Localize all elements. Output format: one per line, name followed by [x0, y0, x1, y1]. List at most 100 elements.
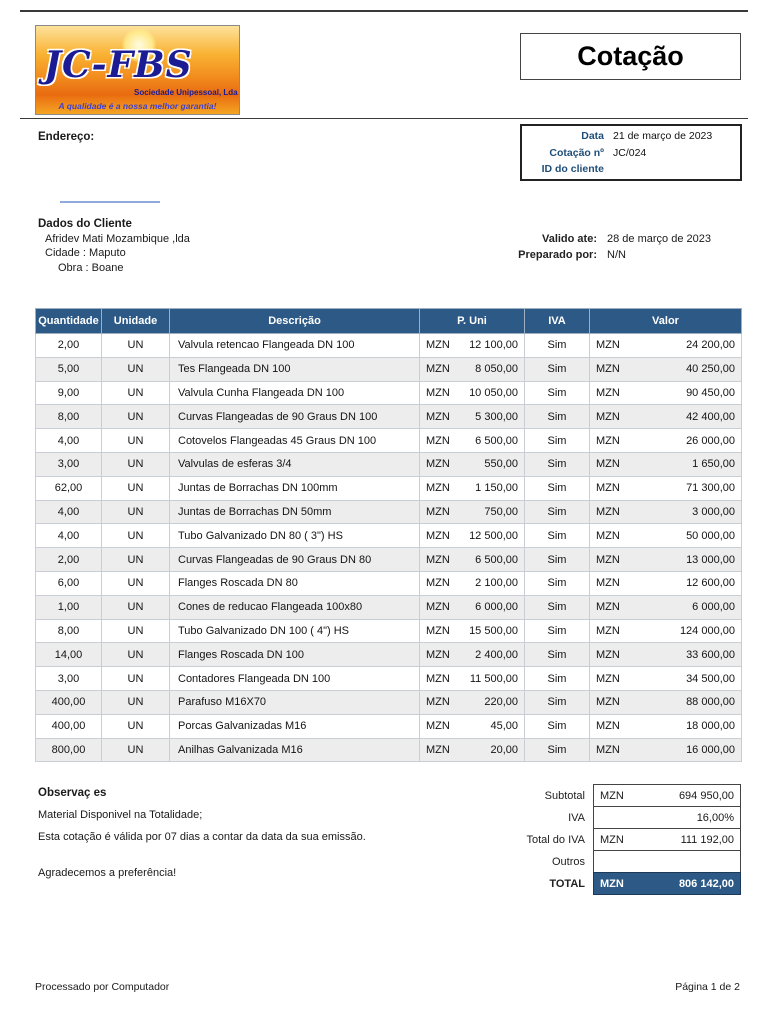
table-row: 5,00 UN Tes Flangeada DN 100 MZN 8 050,0… — [35, 356, 742, 382]
currency-code: MZN — [596, 553, 620, 566]
cell-iva: Sim — [524, 475, 590, 501]
cell-quantity: 3,00 — [35, 666, 102, 691]
cell-unit: UN — [101, 666, 170, 691]
cell-description: Flanges Roscada DN 80 — [169, 570, 420, 596]
address-underline — [60, 201, 160, 203]
table-row: 400,00 UN Parafuso M16X70 MZN 220,00 Sim… — [35, 689, 742, 715]
cell-description: Tubo Galvanizado DN 80 ( 3") HS — [169, 523, 420, 549]
currency-code: MZN — [426, 672, 450, 685]
total-value-amount: 1 650,00 — [692, 458, 735, 471]
cell-total-value: MZN 33 600,00 — [589, 642, 742, 668]
cell-iva: Sim — [524, 380, 590, 406]
cell-unit: UN — [101, 380, 170, 406]
currency-code: MZN — [596, 696, 620, 709]
observation-line-thanks: Agradecemos a preferência! — [38, 867, 177, 879]
cell-description: Contadores Flangeada DN 100 — [169, 666, 420, 691]
cell-quantity: 2,00 — [35, 333, 102, 358]
cell-quantity: 4,00 — [35, 499, 102, 525]
client-id-label: ID do cliente — [541, 163, 604, 175]
cell-iva: Sim — [524, 333, 590, 358]
client-section-title: Dados do Cliente — [38, 218, 132, 230]
cell-quantity: 4,00 — [35, 523, 102, 549]
total-value-amount: 50 000,00 — [686, 529, 735, 542]
cell-quantity: 5,00 — [35, 356, 102, 382]
table-row: 2,00 UN Curvas Flangeadas de 90 Graus DN… — [35, 547, 742, 572]
cell-description: Tubo Galvanizado DN 100 ( 4") HS — [169, 618, 420, 644]
unit-price-amount: 45,00 — [490, 720, 518, 733]
currency-code: MZN — [426, 720, 450, 733]
currency-code: MZN — [596, 482, 620, 495]
total-row-value-cell: MZN 111 192,00 — [593, 828, 741, 851]
currency-code: MZN — [596, 458, 620, 471]
currency-code: MZN — [426, 458, 450, 471]
cell-description: Valvulas de esferas 3/4 — [169, 451, 420, 477]
currency-code: MZN — [596, 624, 620, 637]
logo-brand-text: JC-FBS — [44, 44, 193, 86]
cell-unit: UN — [101, 523, 170, 549]
currency-code: MZN — [426, 339, 450, 352]
total-value-amount: 34 500,00 — [686, 672, 735, 685]
currency-code: MZN — [596, 720, 620, 733]
cell-total-value: MZN 18 000,00 — [589, 713, 742, 739]
cell-description: Juntas de Borrachas DN 50mm — [169, 499, 420, 525]
cell-total-value: MZN 88 000,00 — [589, 689, 742, 715]
unit-price-amount: 2 100,00 — [475, 577, 518, 590]
currency-code: MZN — [426, 743, 450, 756]
currency-code: MZN — [596, 529, 620, 542]
total-row-amount: 111 192,00 — [680, 833, 734, 846]
total-row-label: TOTAL — [549, 877, 585, 890]
cell-description: Juntas de Borrachas DN 100mm — [169, 475, 420, 501]
table-row: 62,00 UN Juntas de Borrachas DN 100mm MZ… — [35, 475, 742, 501]
unit-price-amount: 220,00 — [484, 696, 518, 709]
cell-iva: Sim — [524, 713, 590, 739]
cell-total-value: MZN 24 200,00 — [589, 333, 742, 358]
currency-code: MZN — [596, 505, 620, 518]
client-work: Obra : Boane — [58, 261, 124, 274]
total-value-amount: 40 250,00 — [686, 363, 735, 376]
unit-price-amount: 12 500,00 — [469, 529, 518, 542]
table-row: 9,00 UN Valvula Cunha Flangeada DN 100 M… — [35, 380, 742, 406]
cell-description: Parafuso M16X70 — [169, 689, 420, 715]
currency-code: MZN — [596, 648, 620, 661]
top-divider — [20, 10, 748, 12]
unit-price-amount: 15 500,00 — [469, 624, 518, 637]
cell-unit-price: MZN 2 400,00 — [419, 642, 525, 668]
cell-unit-price: MZN 1 150,00 — [419, 475, 525, 501]
total-value-amount: 24 200,00 — [686, 339, 735, 352]
unit-price-amount: 2 400,00 — [475, 648, 518, 661]
info-row-client-id: ID do cliente — [526, 162, 736, 176]
table-row: 2,00 UN Valvula retencao Flangeada DN 10… — [35, 333, 742, 358]
table-row: 3,00 UN Contadores Flangeada DN 100 MZN … — [35, 666, 742, 691]
table-row: 4,00 UN Tubo Galvanizado DN 80 ( 3") HS … — [35, 523, 742, 549]
cell-unit: UN — [101, 356, 170, 382]
cell-total-value: MZN 1 650,00 — [589, 451, 742, 477]
cell-unit: UN — [101, 618, 170, 644]
cell-unit: UN — [101, 475, 170, 501]
cell-unit-price: MZN 6 500,00 — [419, 547, 525, 572]
cell-unit-price: MZN 45,00 — [419, 713, 525, 739]
cell-unit-price: MZN 2 100,00 — [419, 570, 525, 596]
currency-code: MZN — [596, 434, 620, 447]
cell-total-value: MZN 12 600,00 — [589, 570, 742, 596]
currency-code: MZN — [596, 743, 620, 756]
cell-unit: UN — [101, 333, 170, 358]
company-logo: JC-FBS Sociedade Unipessoal, Lda A quali… — [35, 25, 240, 115]
cell-iva: Sim — [524, 547, 590, 572]
cell-total-value: MZN 124 000,00 — [589, 618, 742, 644]
header-divider — [20, 118, 748, 119]
currency-code: MZN — [426, 410, 450, 423]
cell-description: Valvula Cunha Flangeada DN 100 — [169, 380, 420, 406]
total-value-amount: 90 450,00 — [686, 386, 735, 399]
total-row-amount: 806 142,00 — [678, 877, 734, 890]
column-header-iva: IVA — [524, 308, 590, 334]
cell-total-value: MZN 90 450,00 — [589, 380, 742, 406]
cell-description: Cones de reducao Flangeada 100x80 — [169, 594, 420, 620]
cell-total-value: MZN 16 000,00 — [589, 737, 742, 763]
unit-price-amount: 5 300,00 — [475, 410, 518, 423]
logo-tagline: A qualidade é a nossa melhor garantia! — [58, 101, 217, 111]
cell-description: Tes Flangeada DN 100 — [169, 356, 420, 382]
cell-total-value: MZN 6 000,00 — [589, 594, 742, 620]
currency-code: MZN — [596, 363, 620, 376]
client-id-value — [604, 162, 613, 176]
prepared-by-value: N/N — [607, 249, 626, 261]
